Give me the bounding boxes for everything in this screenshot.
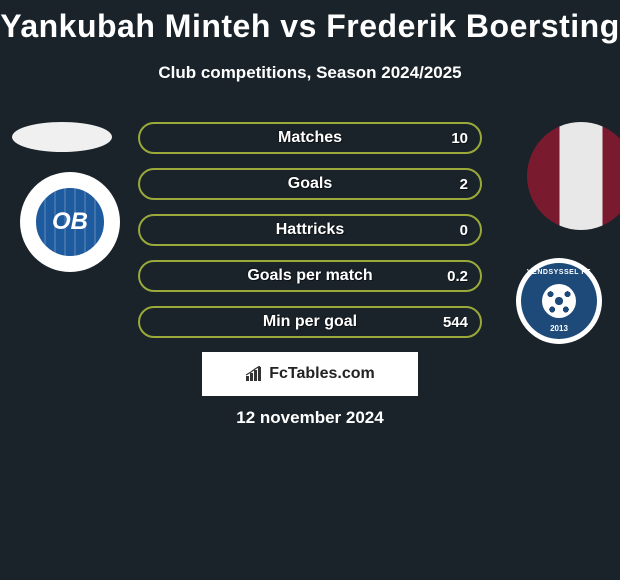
- stat-label: Goals per match: [247, 267, 372, 285]
- club-right-name: VENDSYSSEL FF: [527, 269, 591, 276]
- stat-row: Goals per match 0.2: [138, 260, 482, 292]
- stat-value-right: 10: [451, 130, 468, 147]
- soccer-ball-icon: [542, 284, 576, 318]
- stat-label: Min per goal: [263, 313, 357, 331]
- brand-text: FcTables.com: [269, 365, 375, 383]
- stat-label: Matches: [278, 129, 342, 147]
- stat-label: Hattricks: [276, 221, 344, 239]
- stat-value-right: 2: [460, 176, 468, 193]
- stat-value-right: 0.2: [447, 268, 468, 285]
- stat-row: Goals 2: [138, 168, 482, 200]
- stat-value-right: 0: [460, 222, 468, 239]
- subtitle: Club competitions, Season 2024/2025: [0, 63, 620, 83]
- club-right-year: 2013: [550, 324, 568, 333]
- stat-value-right: 544: [443, 314, 468, 331]
- stat-label: Goals: [288, 175, 332, 193]
- club-badge-left: OB: [20, 172, 120, 272]
- stat-row: Min per goal 544: [138, 306, 482, 338]
- stat-row: Hattricks 0: [138, 214, 482, 246]
- player-photo-left: [12, 122, 112, 152]
- stat-row: Matches 10: [138, 122, 482, 154]
- page-title: Yankubah Minteh vs Frederik Boersting: [0, 0, 620, 45]
- date-text: 12 november 2024: [0, 408, 620, 428]
- brand-box: FcTables.com: [202, 352, 418, 396]
- stats-list: Matches 10 Goals 2 Hattricks 0 Goals per match…: [138, 122, 482, 352]
- bar-chart-icon: [245, 366, 265, 382]
- club-left-code: OB: [52, 208, 88, 236]
- player-photo-right: [527, 122, 620, 230]
- club-badge-right: VENDSYSSEL FF 2013: [516, 258, 602, 344]
